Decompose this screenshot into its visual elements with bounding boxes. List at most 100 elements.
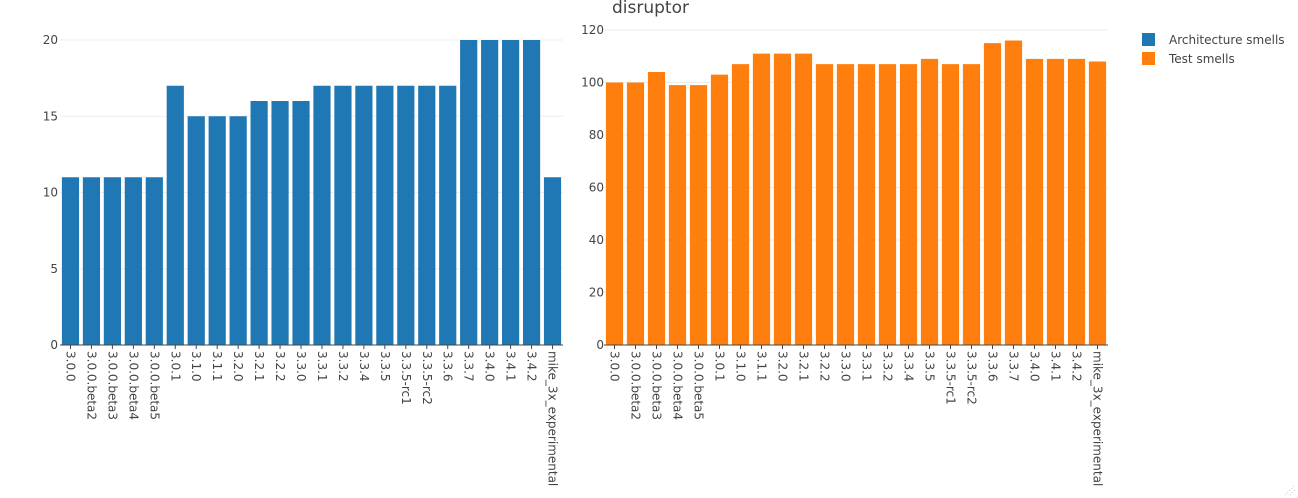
x-tick-label: 3.0.0 — [63, 351, 77, 382]
bar[interactable] — [502, 40, 520, 345]
x-tick-label: 3.0.0.beta3 — [650, 351, 664, 420]
bar[interactable] — [418, 85, 436, 345]
x-tick-label: 3.2.1 — [797, 351, 811, 382]
architecture-smells-panel: 0 5 10 15 20 3.0.0 3.0.0.beta2 3.0.0.beta3 3.0.0… — [43, 33, 563, 486]
x-tick-label: 3.0.0.beta4 — [126, 351, 140, 420]
x-tick-label: 3.2.0 — [231, 351, 245, 382]
bar[interactable] — [250, 101, 268, 345]
chart-title: disruptor — [612, 0, 689, 18]
bar[interactable] — [103, 177, 121, 345]
bar[interactable] — [983, 43, 1002, 345]
bar[interactable] — [794, 53, 813, 345]
x-tick-label: 3.0.0.beta3 — [105, 351, 119, 420]
legend-swatch — [1142, 52, 1155, 65]
test-smells-panel: 0 20 40 60 80 100 120 3.0.0 3.0.0.beta2 3.0.0.bet… — [581, 23, 1108, 486]
x-tick-label: 3.3.5-rc1 — [399, 351, 413, 405]
x-tick-label: 3.0.1 — [168, 351, 182, 382]
bar[interactable] — [605, 82, 624, 346]
y-tick-label: 120 — [581, 23, 604, 37]
x-tick-label: 3.3.5-rc1 — [944, 351, 958, 405]
bar[interactable] — [836, 64, 855, 345]
bar[interactable] — [1088, 61, 1107, 346]
x-tick-label: 3.3.7 — [1007, 351, 1021, 382]
x-tick-label: 3.3.1 — [860, 351, 874, 382]
bar[interactable] — [710, 74, 729, 345]
bar[interactable] — [731, 64, 750, 345]
bar[interactable] — [1004, 40, 1023, 346]
x-tick-label: 3.0.0.beta4 — [671, 351, 685, 420]
bar[interactable] — [61, 177, 80, 345]
bar[interactable] — [313, 85, 331, 345]
bar[interactable] — [292, 101, 310, 345]
x-tick-label: 3.3.5 — [923, 351, 937, 382]
y-tick-label: 40 — [589, 233, 604, 247]
bar[interactable] — [857, 64, 876, 345]
y-tick-label: 80 — [589, 128, 604, 142]
bar[interactable] — [689, 85, 708, 345]
bar[interactable] — [208, 116, 226, 345]
x-tick-label: 3.3.0 — [294, 351, 308, 382]
bar[interactable] — [815, 64, 834, 345]
bar[interactable] — [124, 177, 142, 345]
x-tick-label: 3.0.0.beta5 — [692, 351, 706, 420]
x-tick-label: 3.0.1 — [713, 351, 727, 382]
bar[interactable] — [899, 64, 918, 345]
x-tick-label: 3.3.5-rc2 — [420, 351, 434, 405]
bar[interactable] — [752, 53, 771, 345]
bar[interactable] — [187, 116, 205, 345]
bar[interactable] — [1025, 58, 1044, 345]
y-tick-label: 15 — [43, 109, 58, 123]
legend-item-test-smells[interactable]: Test smells — [1142, 52, 1235, 66]
bar[interactable] — [397, 85, 415, 345]
bar[interactable] — [626, 82, 645, 346]
bar[interactable] — [962, 64, 981, 345]
bar[interactable] — [355, 85, 373, 345]
x-tick-label: 3.2.2 — [273, 351, 287, 382]
bar[interactable] — [920, 58, 939, 345]
x-tick-label: 3.4.1 — [1049, 351, 1063, 382]
y-tick-label: 10 — [43, 186, 58, 200]
bar[interactable] — [773, 53, 792, 345]
bar[interactable] — [941, 64, 960, 345]
x-tick-label: 3.4.0 — [483, 351, 497, 382]
y-tick-label: 5 — [50, 262, 58, 276]
x-tick-label: 3.1.1 — [210, 351, 224, 382]
legend: Architecture smells Test smells — [1142, 33, 1285, 66]
bar[interactable] — [460, 40, 478, 345]
bar[interactable] — [145, 177, 163, 345]
bar[interactable] — [229, 116, 247, 345]
bar[interactable] — [878, 64, 897, 345]
x-tick-label: 3.3.2 — [336, 351, 350, 382]
legend-swatch — [1142, 33, 1155, 46]
x-tick-label: 3.3.4 — [357, 351, 371, 382]
x-tick-label: 3.2.2 — [818, 351, 832, 382]
y-tick-label: 0 — [596, 338, 604, 352]
resize-grip-icon[interactable] — [1284, 484, 1296, 496]
x-tick-label: 3.0.0.beta2 — [629, 351, 643, 420]
bar[interactable] — [522, 40, 541, 345]
bar[interactable] — [271, 101, 289, 345]
bar[interactable] — [543, 177, 562, 345]
y-tick-label: 60 — [589, 181, 604, 195]
x-tick-label: 3.3.5 — [378, 351, 392, 382]
bar[interactable] — [647, 72, 666, 345]
x-tick-label: 3.2.1 — [252, 351, 266, 382]
x-tick-label: 3.3.2 — [881, 351, 895, 382]
x-tick-label: 3.3.1 — [315, 351, 329, 382]
x-tick-label: 3.3.6 — [986, 351, 1000, 382]
bar[interactable] — [1046, 58, 1065, 345]
bar[interactable] — [439, 85, 457, 345]
bar[interactable] — [166, 85, 184, 345]
bar[interactable] — [668, 85, 687, 345]
legend-item-architecture-smells[interactable]: Architecture smells — [1142, 33, 1285, 47]
bar[interactable] — [481, 40, 499, 345]
x-tick-label: 3.3.6 — [441, 351, 455, 382]
bar[interactable] — [376, 85, 394, 345]
bar[interactable] — [334, 85, 352, 345]
y-tick-label: 20 — [589, 286, 604, 300]
legend-label: Architecture smells — [1169, 33, 1285, 47]
x-tick-label: mike_3x_experimental — [1091, 351, 1105, 486]
bar[interactable] — [82, 177, 101, 345]
bar[interactable] — [1067, 58, 1086, 345]
